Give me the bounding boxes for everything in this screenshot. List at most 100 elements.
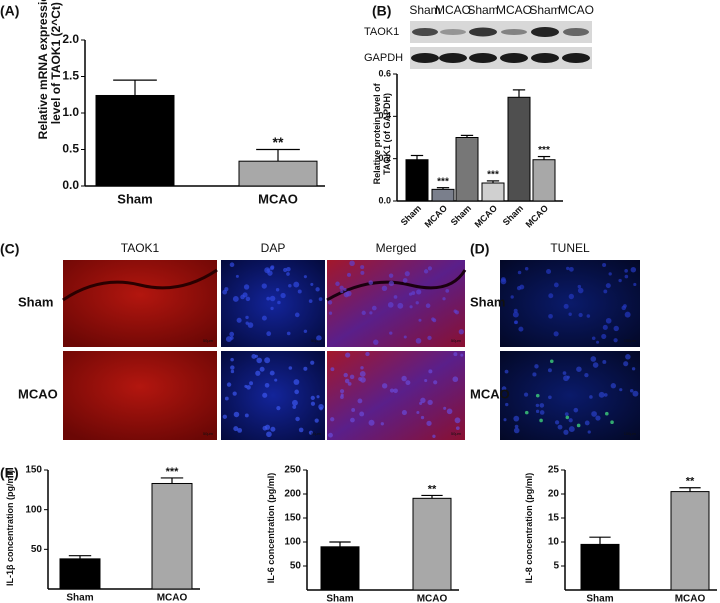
nucleus [369, 311, 373, 315]
nucleus [518, 326, 524, 332]
scale-bar-label: 50μm [451, 431, 462, 436]
column-label: TAOK1 [121, 241, 160, 255]
y-axis-label: Relative protein level of TAOK1 (of GAPD… [372, 83, 392, 185]
nucleus [233, 426, 239, 432]
nucleus [222, 414, 228, 419]
y-tick-label: 250 [284, 465, 301, 476]
bar [670, 491, 710, 591]
nucleus [602, 324, 608, 331]
nucleus [346, 272, 351, 277]
nucleus [420, 397, 426, 404]
nucleus [264, 382, 270, 388]
nucleus [613, 338, 618, 343]
significance-label: *** [437, 176, 449, 187]
nucleus [415, 338, 422, 344]
nucleus [629, 388, 634, 393]
nucleus [514, 320, 519, 325]
nucleus [513, 415, 520, 422]
nucleus [590, 356, 597, 362]
nucleus [344, 378, 350, 384]
nucleus [409, 305, 413, 309]
nucleus [420, 415, 425, 420]
nucleus [403, 335, 407, 339]
nucleus [286, 266, 291, 272]
lane-label: MCAO [558, 3, 594, 17]
nucleus [618, 278, 622, 283]
nucleus [402, 278, 408, 283]
y-tick-label: 150 [284, 513, 301, 524]
nucleus [405, 380, 411, 386]
panel-label: (B) [372, 3, 391, 19]
nucleus [524, 266, 529, 271]
y-axis-label: IL-8 concentration (pg/ml) [524, 472, 535, 584]
nucleus [360, 366, 364, 370]
nucleus [276, 406, 281, 411]
nucleus [563, 303, 569, 309]
tunel-positive [565, 415, 570, 420]
image-merged-sham [327, 260, 465, 347]
nucleus [288, 366, 293, 370]
y-tick-label: 0.4 [378, 111, 391, 121]
nucleus [314, 418, 319, 423]
nucleus [602, 359, 607, 364]
y-tick-label: 1.0 [62, 105, 79, 119]
nucleus [310, 395, 315, 400]
nucleus [262, 392, 268, 398]
nucleus [294, 389, 300, 395]
nucleus [345, 352, 351, 358]
nucleus [523, 392, 529, 397]
nucleus [553, 331, 559, 337]
nucleus [319, 406, 323, 411]
nucleus [460, 353, 464, 357]
nucleus [266, 431, 272, 438]
nucleus [351, 408, 356, 412]
nucleus [546, 268, 552, 275]
nucleus [589, 395, 593, 399]
nucleus [587, 430, 591, 434]
column-label: TUNEL [550, 241, 590, 255]
panel-label: (C) [0, 241, 19, 257]
nucleus [368, 419, 375, 426]
nucleus [328, 432, 333, 438]
nucleus [359, 371, 366, 377]
nucleus [428, 369, 433, 374]
nucleus [568, 266, 574, 272]
y-tick-label: 0.0 [62, 178, 79, 192]
bar [481, 182, 505, 202]
nucleus [393, 388, 398, 394]
x-tick-label: Sham [501, 203, 525, 227]
image-tunel-sham [500, 260, 640, 347]
nucleus [261, 283, 267, 289]
bar [412, 497, 452, 591]
nucleus [308, 430, 313, 435]
nucleus [535, 403, 540, 408]
image-merged-mcao [327, 351, 465, 440]
nucleus [625, 354, 631, 360]
nucleus [453, 309, 457, 313]
nucleus [308, 299, 313, 303]
nucleus [359, 411, 365, 417]
x-tick-label: Sham [586, 594, 613, 603]
nucleus [423, 269, 429, 274]
nucleus [275, 288, 280, 292]
image-dap-sham [221, 260, 325, 347]
bar [59, 558, 101, 590]
nucleus [416, 410, 420, 414]
nucleus [368, 280, 374, 285]
nucleus [404, 271, 410, 277]
nucleus [431, 317, 435, 321]
blot-bands [411, 27, 590, 63]
nucleus [373, 339, 379, 345]
bar [320, 546, 360, 591]
nucleus [292, 405, 297, 409]
nucleus [286, 272, 290, 276]
nucleus [453, 352, 458, 357]
nucleus [249, 381, 254, 386]
tunel-positive [535, 393, 540, 398]
nucleus [445, 289, 450, 293]
nucleus [532, 372, 537, 377]
nucleus [350, 417, 355, 423]
nucleus [568, 312, 572, 316]
nucleus [294, 312, 300, 318]
